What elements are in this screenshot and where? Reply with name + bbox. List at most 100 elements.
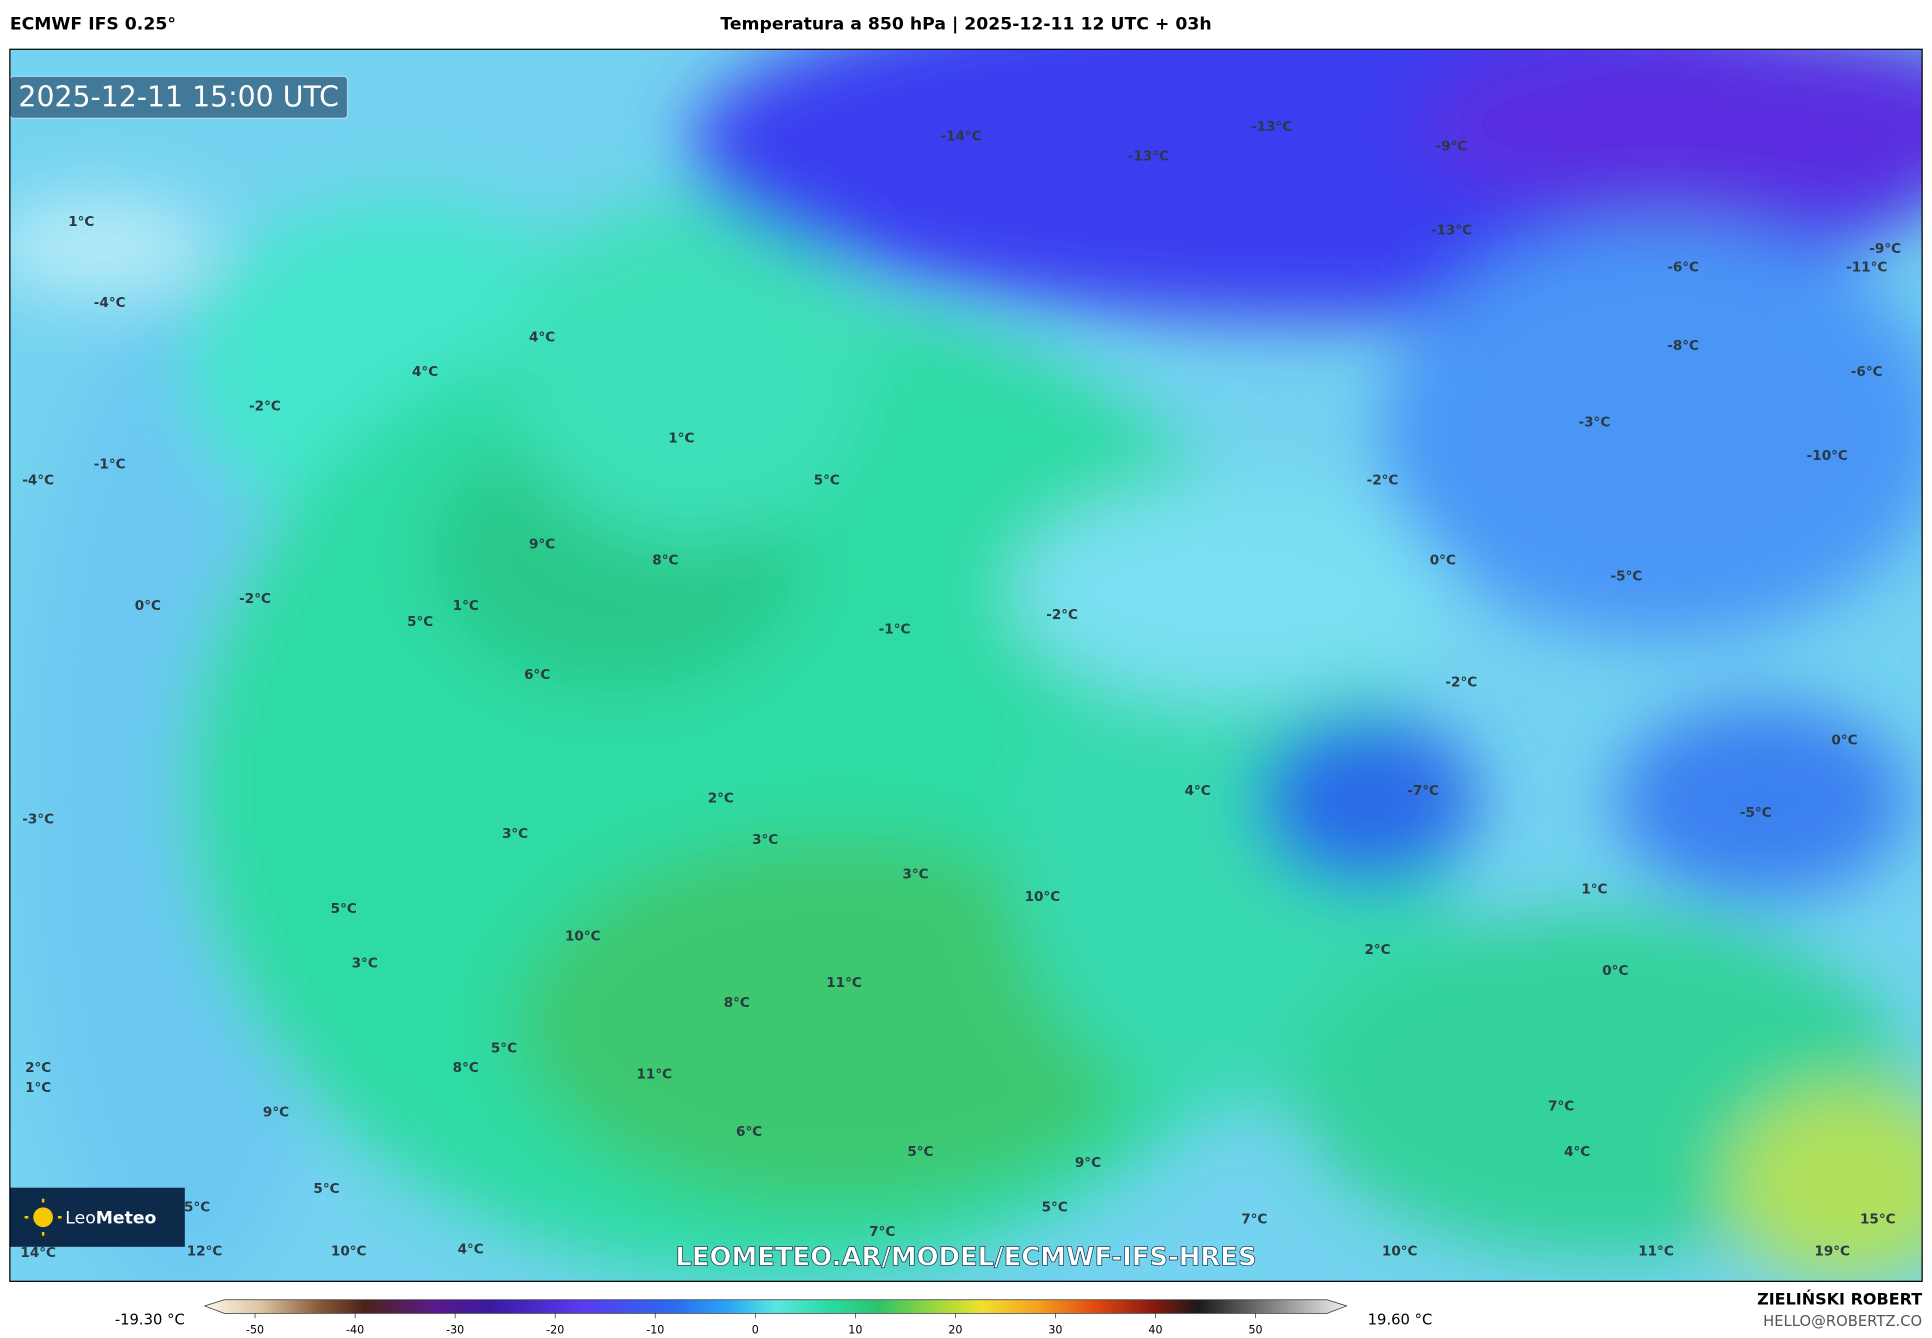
author: ZIELIŃSKI ROBERT [1757, 1289, 1922, 1308]
temperature-label: -8°C [1667, 338, 1699, 354]
temperature-label: -11°C [1846, 259, 1887, 275]
temperature-label: 0°C [1602, 963, 1628, 979]
temperature-label: -2°C [1445, 675, 1477, 691]
colorbar-tick-label: -50 [246, 1324, 264, 1337]
temperature-label: -4°C [22, 472, 54, 488]
temperature-label: 11°C [636, 1066, 672, 1082]
colorbar-tick-label: -20 [546, 1324, 564, 1337]
temperature-label: 1°C [25, 1080, 51, 1096]
temperature-label: 9°C [529, 537, 555, 553]
temperature-label: 6°C [524, 667, 550, 683]
temperature-label: 4°C [1185, 783, 1211, 799]
colorbar-tick-label: 30 [1048, 1324, 1062, 1337]
temperature-label: 14°C [20, 1245, 56, 1261]
temperature-label: -13°C [1128, 148, 1169, 164]
temperature-label: 0°C [135, 598, 161, 614]
temperature-label: 10°C [1382, 1244, 1418, 1260]
temperature-label: 3°C [502, 826, 528, 842]
colorbar-tick-label: 40 [1148, 1324, 1162, 1337]
colorbar-max: 19.60 °C [1368, 1312, 1433, 1329]
temperature-label: 1°C [1581, 882, 1607, 898]
temperature-label: 5°C [331, 901, 357, 917]
temperature-label: -4°C [94, 295, 126, 311]
temperature-label: 4°C [458, 1241, 484, 1257]
temperature-label: 11°C [1638, 1244, 1674, 1260]
temperature-label: -2°C [249, 399, 281, 415]
temperature-label: -5°C [1611, 569, 1643, 585]
temperature-label: 5°C [184, 1199, 210, 1215]
temperature-label: 5°C [1042, 1199, 1068, 1215]
logo-text: LeoMeteo [65, 1208, 156, 1228]
temperature-label: 5°C [313, 1181, 339, 1197]
temperature-label: 6°C [736, 1124, 762, 1140]
temperature-label: 4°C [1564, 1144, 1590, 1160]
temperature-label: 2°C [1364, 942, 1390, 958]
valid-time: 2025-12-11 15:00 UTC [18, 81, 338, 114]
temperature-label: 5°C [491, 1040, 517, 1056]
temperature-label: 2°C [708, 790, 734, 806]
temperature-label: -2°C [1046, 607, 1078, 623]
temperature-label: 8°C [652, 553, 678, 569]
logo-rays [24, 1198, 62, 1236]
temperature-label: -3°C [1579, 415, 1611, 431]
logo-leo: Leo [65, 1208, 95, 1228]
temperature-label: -7°C [1407, 783, 1439, 799]
temperature-label: 1°C [668, 431, 694, 447]
temperature-label: 7°C [1241, 1212, 1267, 1228]
temperature-label: -9°C [1869, 241, 1901, 257]
temperature-label: 0°C [1430, 553, 1456, 569]
colorbar-tick-label: -30 [446, 1324, 464, 1337]
temperature-label: 9°C [263, 1105, 289, 1121]
map-frame [9, 48, 1923, 1282]
temperature-label: 2°C [25, 1060, 51, 1076]
colorbar-tick-label: 20 [948, 1324, 962, 1337]
temperature-label: 0°C [1831, 732, 1857, 748]
temperature-label: 3°C [352, 955, 378, 971]
map-title: Temperatura a 850 hPa | 2025-12-11 12 UT… [720, 15, 1211, 35]
colorbar-tick-label: -10 [646, 1324, 664, 1337]
temperature-label: 12°C [187, 1244, 223, 1260]
temperature-label: 8°C [453, 1060, 479, 1076]
colorbar-tick-label: -40 [346, 1324, 364, 1337]
temperature-label: 10°C [331, 1244, 367, 1260]
temperature-label: -6°C [1851, 364, 1883, 380]
temperature-label: -13°C [1431, 222, 1472, 238]
contact: HELLO@ROBERTZ.CO [1763, 1313, 1922, 1330]
temperature-label: -2°C [1367, 472, 1399, 488]
temperature-label: 3°C [752, 832, 778, 848]
temperature-label: 10°C [1025, 889, 1061, 905]
temperature-label: 3°C [902, 867, 928, 883]
temperature-field: 1°C -4°C 4°C 4°C -2°C -1°C -4°C 1°C 5°C 9°C 8°C 0°C… [9, 49, 1923, 1282]
time-box [9, 75, 349, 119]
temperature-label: -1°C [94, 456, 126, 472]
temperature-label: 7°C [869, 1224, 895, 1240]
colorbar-tick-label: 10 [848, 1324, 862, 1337]
logo-sun [33, 1207, 53, 1228]
colorbar [203, 1299, 1348, 1314]
temperature-label: 9°C [1075, 1155, 1101, 1171]
temperature-label: 5°C [814, 472, 840, 488]
temperature-label: 1°C [68, 214, 94, 230]
colorbar-tick-label: 50 [1248, 1324, 1262, 1337]
temperature-label: -2°C [239, 591, 271, 607]
temperature-label: -10°C [1807, 448, 1848, 464]
temperature-label: 11°C [826, 975, 862, 991]
colorbar-min: -19.30 °C [115, 1312, 185, 1329]
logo-meteo: Meteo [96, 1208, 157, 1228]
watermark: LEOMETEO.AR/MODEL/ECMWF-IFS-HRES [675, 1242, 1256, 1272]
model-name: ECMWF IFS 0.25° [10, 15, 176, 35]
temperature-label: -5°C [1740, 805, 1772, 821]
temperature-label: -13°C [1251, 119, 1292, 135]
temperature-label: 4°C [529, 330, 555, 346]
temperature-label: -9°C [1436, 139, 1468, 155]
temperature-label: -1°C [879, 622, 911, 638]
temperature-label: 10°C [565, 928, 601, 944]
temperature-label: -3°C [22, 811, 54, 827]
temperature-label: 5°C [907, 1144, 933, 1160]
temperature-label: 15°C [1860, 1212, 1896, 1228]
temperature-label: -6°C [1667, 259, 1699, 275]
temperature-label: 19°C [1814, 1244, 1850, 1260]
temperature-label: 1°C [453, 598, 479, 614]
